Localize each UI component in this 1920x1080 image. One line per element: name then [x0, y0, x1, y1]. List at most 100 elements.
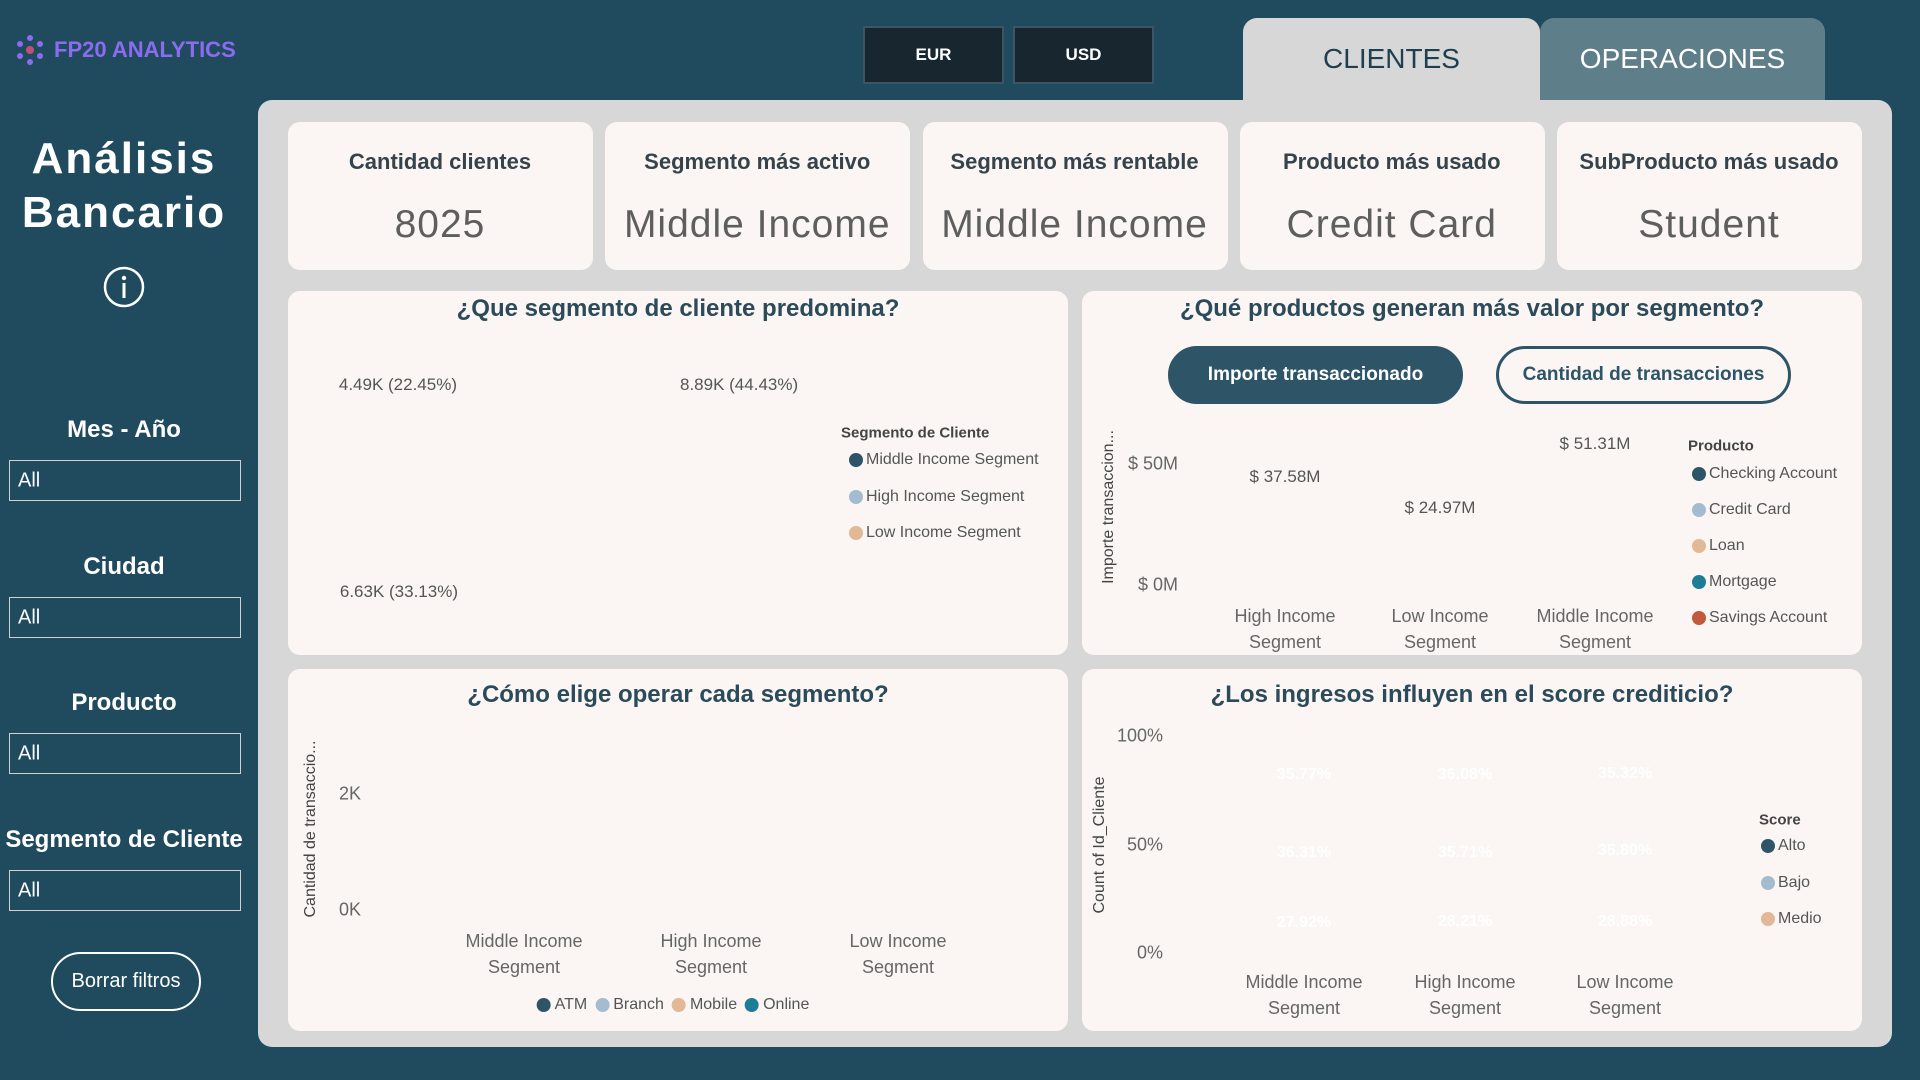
currency-button[interactable]: USD	[1013, 26, 1154, 84]
info-icon[interactable]	[102, 265, 146, 309]
chart-title: ¿Los ingresos influyen en el score credi…	[1210, 681, 1734, 708]
data-label: 35.32%	[1597, 765, 1653, 783]
filter-value: All	[18, 742, 41, 765]
data-label: 36.08%	[1437, 766, 1493, 784]
kpi-value: Middle Income	[941, 203, 1208, 246]
clear-filters-button[interactable]: Borrar filtros	[51, 952, 201, 1011]
kpi-label: Segmento más rentable	[950, 149, 1199, 174]
x-tick-label: High Income Segment	[1414, 972, 1516, 1018]
y-tick-label: 0K	[338, 899, 361, 920]
legend-label: Bajo	[1778, 873, 1811, 891]
filter-label: Mes - Año	[67, 416, 181, 443]
legend-swatch	[849, 526, 863, 540]
legend-label: Medio	[1778, 910, 1822, 927]
y-tick-label: 50%	[1126, 834, 1163, 854]
toggle-button[interactable]: Importe transaccionado	[1168, 346, 1463, 404]
legend-item: Mobile	[671, 996, 737, 1014]
kpi-value: Student	[1638, 203, 1780, 246]
kpi-label: SubProducto más usado	[1579, 149, 1839, 174]
legend-swatch	[1761, 839, 1775, 853]
legend-title: Score	[1759, 811, 1801, 829]
chart-card: ¿Que segmento de cliente predomina? 8.89K…	[288, 291, 1068, 655]
legend-swatch	[1692, 575, 1706, 589]
legend-swatch	[745, 998, 760, 1012]
legend-label: ATM	[554, 996, 588, 1013]
legend-label: Credit Card	[1709, 501, 1791, 518]
legend-swatch	[1692, 611, 1706, 625]
total-label: $ 37.58M	[1249, 467, 1321, 487]
filter-label: Ciudad	[83, 552, 165, 580]
data-label: 35.80%	[1597, 842, 1653, 860]
chart-title: ¿Cómo elige operar cada segmento?	[467, 681, 889, 708]
legend-label: High Income Segment	[866, 487, 1025, 505]
brand: FP20 ANALYTICS	[12, 32, 236, 68]
kpi-label: Producto más usado	[1282, 149, 1501, 174]
legend-item: Online	[745, 996, 809, 1014]
filter-value: All	[18, 879, 41, 902]
brand-logo	[17, 35, 43, 65]
legend-label: Alto	[1778, 837, 1806, 854]
data-label: 35.77%	[1276, 765, 1332, 783]
legend-swatch	[849, 453, 863, 467]
y-axis-label: Cantidad de transaccio...	[302, 740, 319, 918]
x-tick-label: Middle Income Segment	[1245, 972, 1363, 1018]
toggle-button[interactable]: Cantidad de transacciones	[1496, 346, 1791, 404]
tab-active[interactable]: CLIENTES	[1243, 18, 1540, 100]
legend-swatch	[849, 489, 863, 504]
kpi-card: Segmento más activo Middle Income	[605, 122, 911, 270]
legend-label: Savings Account	[1709, 609, 1828, 626]
chart-card: ¿Cómo elige operar cada segmento? 0K 2K Can…	[288, 669, 1068, 1031]
legend-swatch	[1692, 503, 1706, 517]
y-tick-label: $ 50M	[1127, 453, 1178, 474]
total-label: $ 51.31M	[1559, 434, 1631, 454]
kpi-value: 8025	[394, 203, 486, 246]
filter-label: Producto	[71, 689, 177, 717]
filter-label: Segmento de Cliente	[5, 826, 243, 854]
kpi-card: Cantidad clientes 8025	[288, 122, 593, 270]
legend: ATM Branch Mobile Online	[536, 996, 809, 1014]
legend-swatch	[671, 998, 686, 1012]
data-label: 28.21%	[1437, 913, 1493, 931]
chart-title: ¿Qué productos generan más valor por seg…	[1179, 295, 1765, 322]
data-label: 27.92%	[1276, 913, 1332, 931]
y-tick-label: $ 0M	[1137, 574, 1178, 595]
y-tick-label: 100%	[1116, 725, 1163, 746]
legend-swatch	[1761, 912, 1775, 926]
data-label: 36.31%	[1276, 844, 1332, 862]
sidebar-title: Análisis Bancario	[21, 134, 227, 237]
y-tick-label: 0%	[1136, 942, 1163, 963]
legend-swatch	[1761, 875, 1775, 890]
data-label: 28.88%	[1597, 912, 1653, 930]
legend-label: Mortgage	[1709, 573, 1777, 590]
filter-dropdown[interactable]: All	[9, 596, 241, 638]
legend-swatch	[536, 998, 551, 1012]
legend-label: Branch	[613, 996, 664, 1013]
filter-dropdown[interactable]: All	[9, 733, 241, 775]
x-tick-label: Middle Income Segment	[1536, 606, 1654, 652]
legend-title: Producto	[1688, 437, 1754, 455]
chart-title: ¿Que segmento de cliente predomina?	[456, 295, 900, 322]
y-axis-label: Importe transaccion...	[1100, 429, 1117, 584]
kpi-card: SubProducto más usado Student	[1557, 122, 1862, 270]
tab[interactable]: OPERACIONES	[1540, 18, 1825, 100]
y-axis-label: Count of Id_Cliente	[1091, 776, 1108, 913]
legend-swatch	[595, 998, 610, 1012]
kpi-label: Cantidad clientes	[348, 149, 532, 174]
x-tick-label: High Income Segment	[1234, 606, 1336, 652]
x-tick-label: Low Income Segment	[1391, 606, 1489, 652]
y-tick-label: 2K	[338, 783, 361, 804]
legend-swatch	[1692, 467, 1706, 481]
kpi-value: Middle Income	[623, 203, 891, 246]
filter-dropdown[interactable]: All	[9, 870, 241, 912]
x-tick-label: High Income Segment	[660, 931, 762, 977]
legend-item: Branch	[595, 996, 664, 1014]
legend-title: Segmento de Cliente	[841, 424, 990, 442]
filter-dropdown[interactable]: All	[9, 460, 241, 501]
legend-label: Middle Income Segment	[866, 451, 1039, 468]
x-tick-label: Low Income Segment	[849, 931, 947, 977]
data-label: 8.89K (44.43%)	[680, 375, 799, 394]
x-tick-label: Low Income Segment	[1576, 972, 1674, 1018]
chart-card: ¿Qué productos generan más valor por seg…	[1082, 291, 1862, 655]
currency-button[interactable]: EUR	[863, 26, 1004, 84]
